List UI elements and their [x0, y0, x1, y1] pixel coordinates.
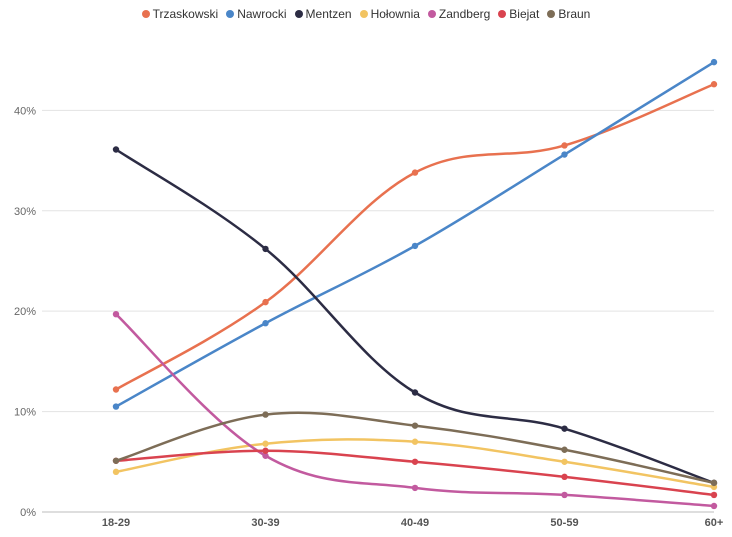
y-tick-label: 20%	[14, 306, 36, 318]
data-point	[411, 438, 419, 445]
y-tick-label: 10%	[14, 407, 36, 419]
x-tick-label: 30-39	[251, 517, 279, 529]
data-point	[561, 446, 568, 453]
legend-label: Mentzen	[305, 7, 352, 21]
legend-label: Hołownia	[370, 7, 420, 21]
legend-item: Trzaskowski	[141, 7, 219, 21]
legend-label: Biejat	[509, 7, 540, 21]
data-point	[112, 468, 120, 476]
series-line	[114, 312, 716, 508]
y-tick-label: 30%	[14, 206, 36, 218]
legend-item: Biejat	[498, 7, 539, 21]
legend-item: Nawrocki	[226, 7, 287, 21]
data-point	[561, 425, 568, 432]
x-tick-label: 60+	[705, 517, 724, 529]
data-point	[561, 473, 568, 481]
data-point	[411, 422, 419, 429]
legend: Trzaskowski Nawrocki Mentzen Hołownia Zandbe…	[0, 7, 732, 21]
series-line	[114, 82, 716, 391]
legend-item: Mentzen	[294, 7, 352, 21]
data-point	[262, 298, 269, 306]
legend-label: Nawrocki	[237, 7, 287, 21]
x-tick-label: 50-59	[550, 517, 578, 529]
legend-marker	[294, 10, 303, 18]
data-point	[262, 440, 269, 447]
data-point	[411, 242, 419, 250]
x-tick-label: 18-29	[102, 517, 130, 529]
data-point	[710, 491, 718, 499]
y-tick-label: 40%	[14, 105, 36, 117]
data-point	[710, 479, 718, 487]
data-point	[561, 142, 568, 149]
data-point	[561, 458, 568, 465]
data-point	[411, 484, 419, 492]
data-point	[411, 169, 419, 176]
legend-marker	[498, 10, 507, 18]
legend-marker	[226, 10, 235, 18]
legend-marker	[141, 10, 150, 18]
data-point	[112, 403, 120, 410]
data-point	[262, 452, 269, 459]
series-line	[114, 60, 716, 408]
data-point	[112, 457, 120, 464]
legend-label: Trzaskowski	[152, 7, 219, 21]
data-point	[112, 310, 120, 318]
legend-marker	[427, 10, 436, 18]
data-point	[561, 491, 568, 499]
x-tick-label: 40-49	[401, 517, 429, 529]
data-point	[262, 320, 269, 327]
data-point	[262, 447, 269, 454]
data-point	[710, 81, 718, 88]
legend-marker	[547, 10, 556, 18]
series-line	[114, 148, 716, 485]
y-tick-label: 0%	[20, 507, 36, 519]
data-point	[262, 411, 269, 418]
data-point	[112, 146, 120, 153]
data-point	[710, 58, 718, 66]
legend-item: Braun	[547, 7, 590, 21]
legend-item: Hołownia	[359, 7, 420, 21]
data-point	[262, 245, 269, 253]
data-point	[112, 386, 120, 393]
legend-label: Braun	[558, 7, 591, 21]
legend-label: Zandberg	[438, 7, 491, 21]
data-point	[710, 502, 718, 510]
data-point	[561, 151, 568, 158]
legend-marker	[359, 10, 368, 18]
data-point	[411, 458, 419, 465]
data-point	[411, 389, 419, 396]
legend-item: Zandberg	[427, 7, 491, 21]
